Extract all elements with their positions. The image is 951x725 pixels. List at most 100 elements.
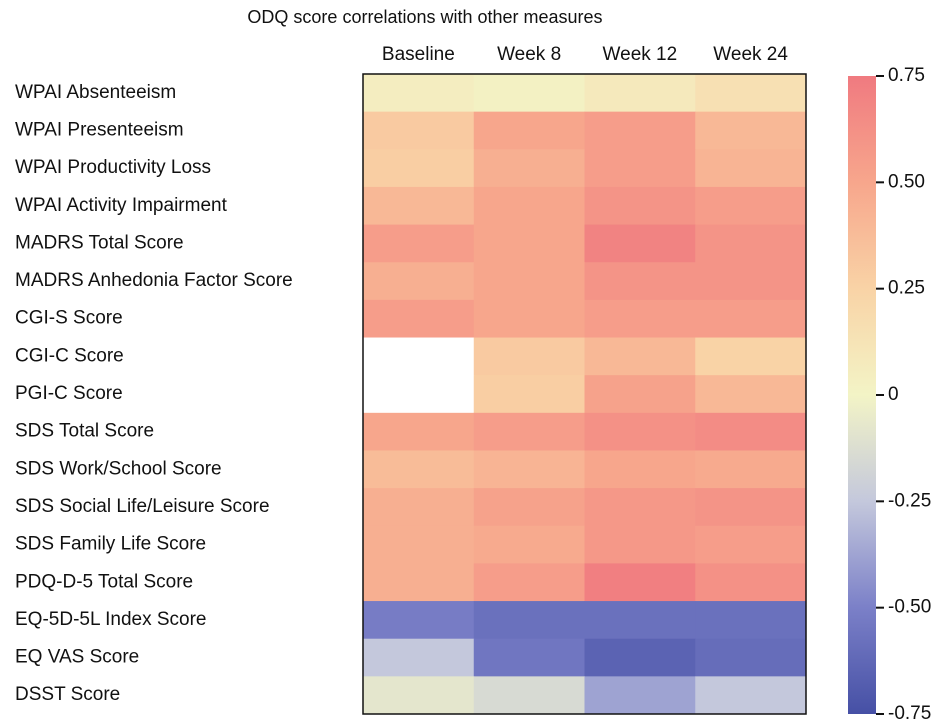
row-label: WPAI Activity Impairment (15, 195, 228, 216)
heatmap-cell (584, 676, 696, 715)
heatmap-cell (584, 638, 696, 677)
row-label: PGI-C Score (15, 383, 123, 404)
column-label: Week 12 (603, 44, 678, 65)
row-label: WPAI Productivity Loss (15, 157, 211, 178)
colorbar-tick-label: 0.75 (888, 65, 925, 86)
row-label: MADRS Anhedonia Factor Score (15, 270, 293, 291)
heatmap-cell (584, 563, 696, 602)
heatmap-cell (584, 149, 696, 188)
heatmap-cell (363, 601, 475, 640)
heatmap-cell (584, 450, 696, 489)
heatmap-cell (695, 601, 807, 640)
heatmap-cell (584, 186, 696, 226)
heatmap-cell (363, 262, 475, 301)
row-label: SDS Social Life/Leisure Score (15, 496, 270, 517)
column-label: Baseline (382, 44, 455, 65)
column-label: Week 24 (713, 44, 788, 65)
chart-title: ODQ score correlations with other measur… (247, 7, 602, 27)
row-label: EQ-5D-5L Index Score (15, 609, 207, 630)
heatmap-cell (473, 563, 585, 602)
heatmap-cell (473, 525, 585, 564)
heatmap-cell (584, 601, 696, 640)
heatmap-cell (695, 412, 807, 451)
heatmap-cell (473, 375, 585, 414)
heatmap-cell (473, 186, 585, 226)
heatmap-cell (473, 412, 585, 451)
row-label: CGI-S Score (15, 308, 123, 329)
colorbar-tick-label: 0.50 (888, 171, 925, 192)
heatmap-cell (363, 299, 475, 339)
row-label: CGI-C Score (15, 345, 124, 366)
heatmap-cell (584, 412, 696, 451)
heatmap-cell (584, 488, 696, 527)
colorbar-tick-label: -0.25 (888, 490, 931, 511)
column-label: Week 8 (497, 44, 561, 65)
heatmap-frame (362, 73, 807, 715)
heatmap-cell (695, 563, 807, 602)
heatmap-cell (584, 299, 696, 339)
heatmap-cell (695, 149, 807, 188)
heatmap-cell (473, 224, 585, 263)
heatmap-cell (695, 74, 807, 113)
heatmap-cell (363, 149, 475, 188)
heatmap-cell (363, 111, 475, 150)
colorbar-tick-label: 0 (888, 384, 899, 405)
heatmap-cell (584, 525, 696, 564)
heatmap-cell (473, 262, 585, 301)
row-label: PDQ-D-5 Total Score (15, 571, 193, 592)
heatmap-cell (695, 111, 807, 150)
colorbar-tick-label: -0.50 (888, 597, 931, 618)
row-label: WPAI Absenteeism (15, 82, 176, 103)
heatmap-cell (473, 638, 585, 677)
colorbar (848, 76, 876, 714)
row-label: SDS Family Life Score (15, 534, 206, 555)
heatmap-cell (695, 525, 807, 564)
heatmap-cell (695, 337, 807, 376)
heatmap-cell (584, 375, 696, 414)
heatmap-cell (363, 74, 475, 113)
heatmap-cell (363, 525, 475, 564)
heatmap-cell (473, 450, 585, 489)
heatmap-cell (363, 337, 475, 376)
heatmap-cell (584, 262, 696, 301)
heatmap-cell (473, 149, 585, 188)
heatmap-cell (695, 375, 807, 414)
heatmap-cell (363, 676, 475, 715)
heatmap-cell (584, 337, 696, 376)
heatmap-cell (473, 74, 585, 113)
heatmap-cell (695, 224, 807, 263)
row-label: EQ VAS Score (15, 647, 139, 668)
row-label: SDS Total Score (15, 421, 154, 442)
heatmap-cell (363, 375, 475, 414)
heatmap-cell (584, 111, 696, 150)
heatmap-cell (473, 337, 585, 376)
heatmap-cell (584, 224, 696, 263)
heatmap-cell (473, 299, 585, 339)
heatmap-cell (695, 638, 807, 677)
heatmap-cell (695, 450, 807, 489)
heatmap-cell (473, 488, 585, 527)
heatmap-cell (363, 563, 475, 602)
heatmap-cell (473, 601, 585, 640)
heatmap-cell (695, 676, 807, 715)
heatmap-cell (363, 450, 475, 489)
colorbar-tick-label: 0.25 (888, 278, 925, 299)
heatmap-cell (363, 186, 475, 226)
row-label: WPAI Presenteeism (15, 119, 184, 140)
colorbar-tick-label: -0.75 (888, 703, 931, 724)
row-label: DSST Score (15, 684, 120, 705)
heatmap-cell (584, 74, 696, 113)
heatmap-cell (473, 111, 585, 150)
heatmap-cell (473, 676, 585, 715)
heatmap-cell (695, 488, 807, 527)
heatmap-cell (363, 638, 475, 677)
row-label: MADRS Total Score (15, 232, 184, 253)
heatmap-cell (363, 412, 475, 451)
heatmap-cell (695, 186, 807, 226)
heatmap-cell (363, 488, 475, 527)
heatmap-cell (695, 262, 807, 301)
heatmap-cell (363, 224, 475, 263)
row-label: SDS Work/School Score (15, 458, 222, 479)
heatmap-cell (695, 299, 807, 339)
